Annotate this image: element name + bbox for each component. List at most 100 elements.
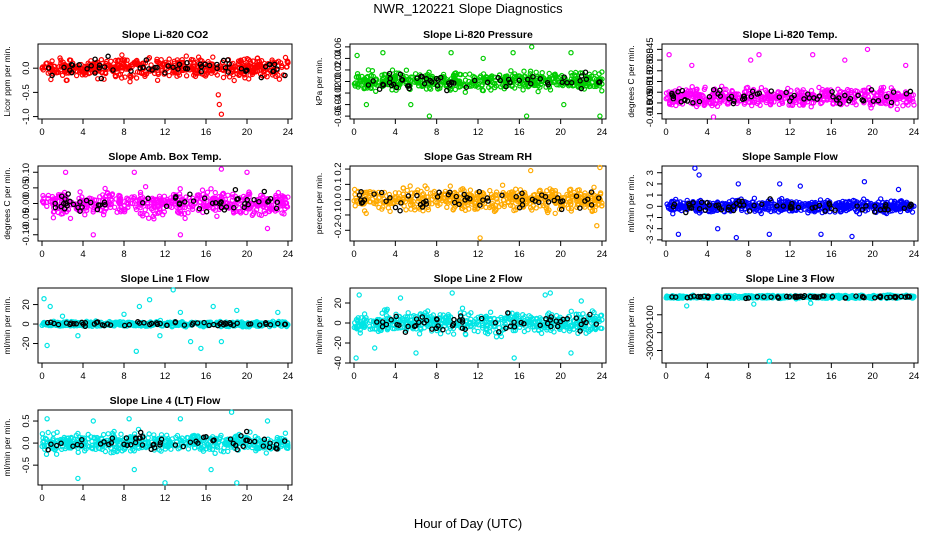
overlay-point [564,316,571,322]
data-point [500,197,507,203]
overlay-point [212,200,219,206]
data-point [177,185,183,192]
overlay-point [451,80,457,86]
panel-title: Slope Line 3 Flow [746,273,836,285]
overlay-point [690,100,696,106]
overlay-point [731,98,737,104]
data-point [365,67,372,73]
data-point [539,69,545,76]
x-tick-label: 16 [201,371,212,382]
outlier-point [895,186,902,193]
overlay-point [438,74,444,81]
outlier-point [666,52,672,58]
overlay-point [176,200,183,206]
data-point [379,192,386,199]
data-point [599,88,605,94]
data-point [119,52,125,58]
overlay-point [87,199,94,206]
panel-title: Slope Li-820 Temp. [743,29,838,41]
outlier-point [597,164,603,171]
data-point [795,89,801,95]
data-point [894,106,901,113]
overlay-point [398,200,404,206]
data-point [236,71,243,77]
data-point [133,61,140,68]
x-tick-label: 12 [473,249,484,260]
data-point [521,68,527,74]
data-point [591,184,597,190]
data-point [538,78,545,85]
data-point [151,216,157,222]
outlier-point [47,303,53,310]
data-point [561,327,567,334]
outlier-point [136,303,143,310]
data-point [722,98,728,104]
overlay-point [451,316,457,323]
x-tick-label: 16 [826,249,837,260]
outlier-point [578,298,585,304]
overlay-point [282,72,288,79]
data-point [747,99,753,106]
overlay-point [503,83,509,90]
overlay-point [702,207,709,213]
overlay-point [801,96,807,102]
data-point [277,60,284,66]
y-tick-label: 20 [21,299,32,310]
plot-frame [661,43,919,120]
data-point [576,187,582,193]
overlay-point [559,198,566,204]
x-tick-label: 8 [121,249,126,260]
data-point [468,83,475,89]
outlier-point [216,101,222,108]
data-point [466,78,472,85]
data-point [275,72,281,78]
data-point [159,200,166,206]
data-point [547,87,554,93]
outlier-point [756,52,762,58]
data-point [583,83,590,89]
y-tick-label: -1.0 [21,108,32,124]
data-point [538,81,544,88]
data-point [176,191,183,197]
data-point [115,62,122,68]
data-point [396,190,402,196]
y-tick-label: -0.005 [645,89,656,116]
overlay-point [584,196,591,202]
x-tick-label: 24 [597,249,608,260]
data-point [592,207,598,214]
data-point [400,185,406,191]
data-point [142,206,148,213]
x-tick-label: 8 [434,371,439,382]
data-point [526,196,533,202]
y-tick-label: 0.025 [645,59,656,83]
outlier-point [354,52,360,59]
data-point [50,214,57,221]
x-tick-label: 8 [746,371,751,382]
x-tick-label: 0 [39,371,44,382]
y-tick-label: 0.035 [645,48,656,72]
data-point [254,62,260,68]
data-point [416,331,423,337]
data-point [102,185,108,192]
overlay-point [542,193,549,200]
overlay-point [232,186,239,193]
data-point [520,87,526,93]
overlay-point [532,198,538,204]
overlay-point [387,195,393,201]
data-point [447,183,453,189]
y-tick-label: 0.00 [333,72,344,91]
x-tick-label: 16 [826,371,837,382]
data-point [440,195,446,201]
y-tick-label: -20 [21,337,32,351]
data-point [45,192,52,199]
data-point [821,91,828,97]
x-tick-label: 0 [351,127,356,138]
data-point [522,193,528,200]
data-points [39,287,291,354]
data-point [174,204,180,211]
overlay-point [588,202,595,208]
overlay-point [76,62,82,68]
outlier-point [90,232,97,238]
data-point [373,201,379,207]
